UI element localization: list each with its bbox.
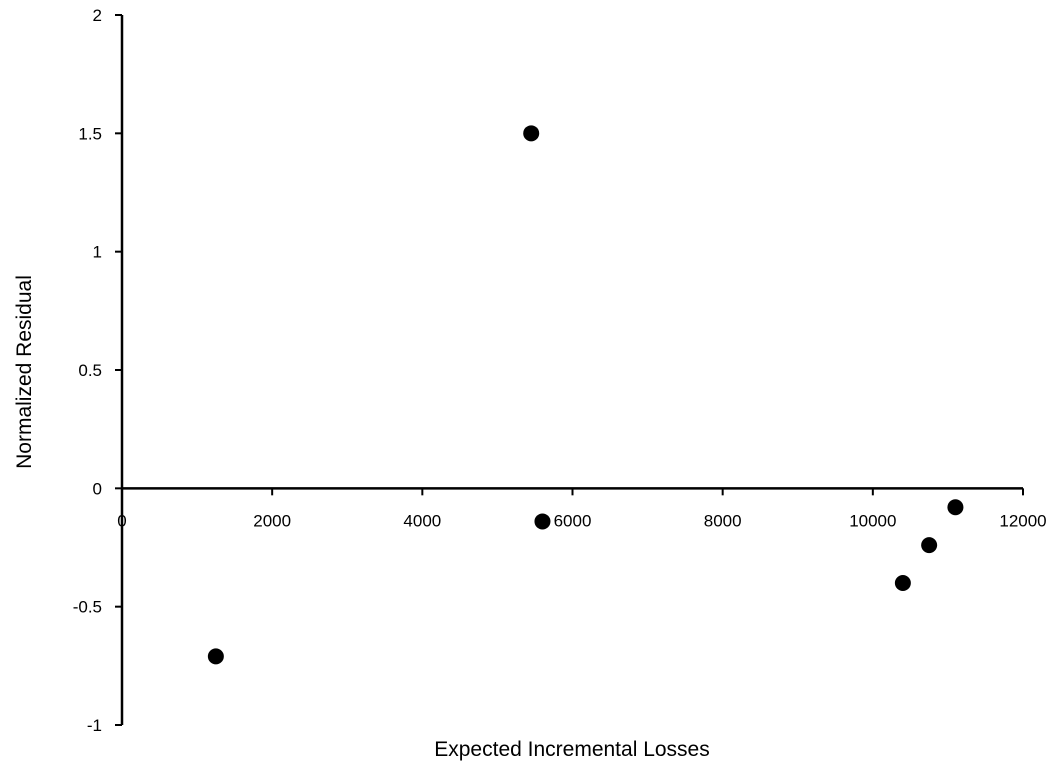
y-tick-label: 1: [93, 243, 102, 262]
data-points: [208, 125, 964, 664]
data-point: [208, 648, 224, 664]
x-tick-label: 12000: [999, 511, 1046, 530]
x-tick-label: 8000: [704, 511, 742, 530]
x-tick-label: 4000: [403, 511, 441, 530]
y-tick-label: -1: [87, 716, 102, 735]
y-axis: -1 -0.5 0 0.5 1 1.5 2: [73, 6, 122, 735]
x-axis: 020004000600080001000012000: [117, 488, 1046, 530]
data-point: [895, 575, 911, 591]
x-tick-label: 2000: [253, 511, 291, 530]
x-tick-label: 6000: [554, 511, 592, 530]
data-point: [534, 513, 550, 529]
data-point: [947, 499, 963, 515]
data-point: [921, 537, 937, 553]
y-tick-label: -0.5: [73, 598, 102, 617]
y-tick-label: 2: [93, 6, 102, 25]
y-tick-label: 0.5: [78, 361, 102, 380]
data-point: [523, 125, 539, 141]
y-axis-title: Normalized Residual: [13, 275, 36, 469]
x-axis-title: Expected Incremental Losses: [434, 738, 709, 761]
y-tick-label: 1.5: [78, 124, 102, 143]
x-tick-label: 10000: [849, 511, 896, 530]
y-tick-label: 0: [93, 479, 102, 498]
